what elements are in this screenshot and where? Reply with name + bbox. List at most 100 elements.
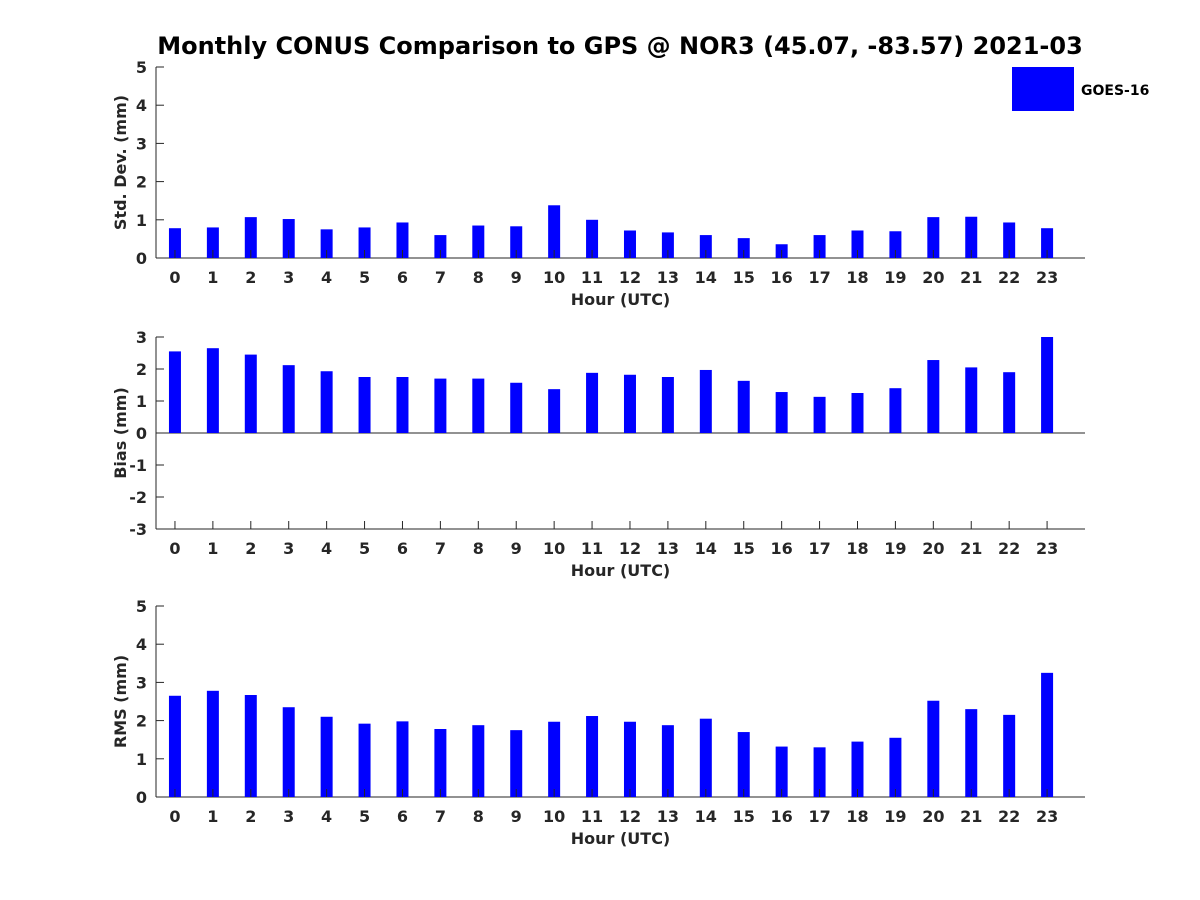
bar <box>737 238 750 258</box>
x-tick-label: 8 <box>473 807 484 826</box>
x-tick-label: 8 <box>473 539 484 558</box>
bar <box>1003 372 1016 433</box>
legend-label: GOES-16 <box>1081 83 1149 99</box>
bar <box>510 730 523 797</box>
y-tick-label: 3 <box>136 673 147 692</box>
bar <box>813 396 826 433</box>
x-axis-label: Hour (UTC) <box>571 290 671 309</box>
bar <box>889 231 902 258</box>
x-tick-label: 13 <box>657 807 679 826</box>
bar <box>1041 228 1054 258</box>
bar <box>320 716 333 797</box>
bar <box>168 351 181 433</box>
x-tick-label: 2 <box>245 268 256 287</box>
x-tick-label: 19 <box>884 268 906 287</box>
y-tick-label: 0 <box>136 249 147 268</box>
bar <box>889 737 902 797</box>
x-tick-label: 12 <box>619 268 641 287</box>
x-tick-label: 19 <box>884 539 906 558</box>
y-tick-label: 4 <box>136 96 147 115</box>
y-axis-label: RMS (mm) <box>111 655 130 748</box>
bar <box>548 205 561 258</box>
chart-title: Monthly CONUS Comparison to GPS @ NOR3 (… <box>157 32 1083 60</box>
bar <box>927 360 940 433</box>
bar <box>1041 672 1054 797</box>
bar <box>775 392 788 433</box>
bar <box>699 369 712 433</box>
bar <box>586 372 599 433</box>
bar <box>661 377 674 433</box>
bar <box>282 707 295 797</box>
y-tick-label: 2 <box>136 173 147 192</box>
x-axis-label: Hour (UTC) <box>571 561 671 580</box>
x-tick-label: 1 <box>207 268 218 287</box>
x-tick-label: 5 <box>359 807 370 826</box>
y-tick-label: -1 <box>129 456 147 475</box>
bar <box>282 365 295 433</box>
bar <box>396 377 409 433</box>
x-tick-label: 9 <box>511 539 522 558</box>
bar <box>661 232 674 258</box>
x-tick-label: 23 <box>1036 268 1058 287</box>
y-tick-label: 2 <box>136 360 147 379</box>
x-tick-label: 1 <box>207 807 218 826</box>
x-tick-label: 1 <box>207 539 218 558</box>
bar <box>1041 337 1054 433</box>
bar <box>434 235 447 258</box>
x-tick-label: 11 <box>581 807 603 826</box>
x-tick-label: 4 <box>321 539 332 558</box>
x-tick-label: 12 <box>619 539 641 558</box>
bar <box>510 382 523 433</box>
x-tick-label: 3 <box>283 807 294 826</box>
bar <box>737 380 750 433</box>
bar <box>396 721 409 797</box>
x-tick-label: 14 <box>695 807 717 826</box>
bar <box>623 721 636 797</box>
x-tick-label: 4 <box>321 268 332 287</box>
bar <box>244 217 257 258</box>
x-tick-label: 18 <box>846 539 868 558</box>
x-tick-label: 12 <box>619 807 641 826</box>
bar <box>434 729 447 797</box>
bar <box>244 695 257 797</box>
bar <box>206 227 219 258</box>
x-tick-label: 18 <box>846 807 868 826</box>
y-tick-label: -3 <box>129 520 147 539</box>
x-tick-label: 7 <box>435 539 446 558</box>
bar <box>1003 714 1016 797</box>
bar <box>168 228 181 258</box>
x-tick-label: 14 <box>695 268 717 287</box>
bar <box>889 388 902 433</box>
y-tick-label: 5 <box>136 58 147 77</box>
x-tick-label: 22 <box>998 268 1020 287</box>
bar <box>965 216 978 258</box>
x-tick-label: 11 <box>581 539 603 558</box>
x-tick-label: 17 <box>808 539 830 558</box>
x-tick-label: 15 <box>733 268 755 287</box>
bar <box>623 374 636 433</box>
x-tick-label: 3 <box>283 539 294 558</box>
bar <box>813 235 826 258</box>
bar <box>927 217 940 258</box>
x-tick-label: 21 <box>960 268 982 287</box>
x-tick-label: 20 <box>922 268 944 287</box>
x-tick-label: 16 <box>771 268 793 287</box>
x-tick-label: 19 <box>884 807 906 826</box>
bar <box>510 226 523 258</box>
y-tick-label: 0 <box>136 424 147 443</box>
x-tick-label: 9 <box>511 268 522 287</box>
x-tick-label: 17 <box>808 268 830 287</box>
x-tick-label: 6 <box>397 268 408 287</box>
x-tick-label: 5 <box>359 539 370 558</box>
bar <box>320 229 333 258</box>
y-tick-label: -2 <box>129 488 147 507</box>
bar <box>1003 222 1016 258</box>
bar <box>472 725 485 797</box>
x-tick-label: 10 <box>543 807 565 826</box>
bar <box>206 348 219 433</box>
bar <box>927 700 940 797</box>
bar <box>813 747 826 797</box>
